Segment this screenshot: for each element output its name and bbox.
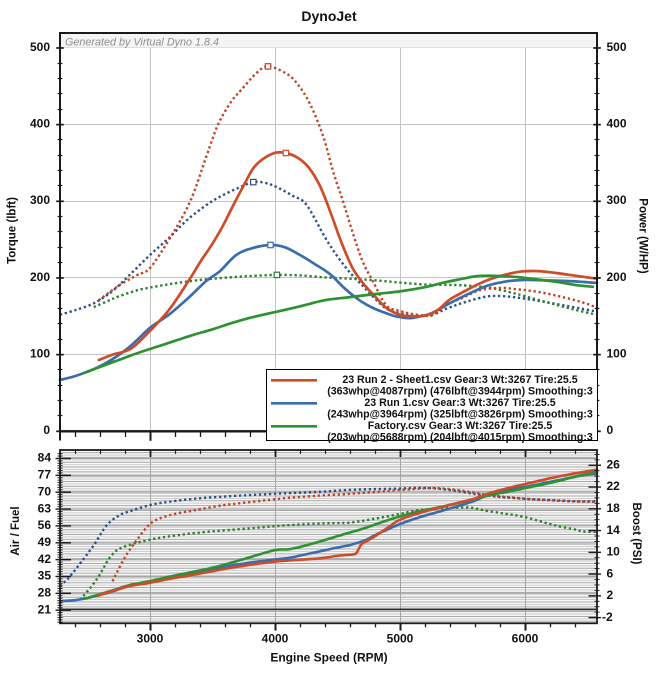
svg-text:18: 18 <box>607 501 621 515</box>
svg-text:400: 400 <box>607 117 627 131</box>
svg-text:(363whp@4087rpm) (476lbft@3944: (363whp@4087rpm) (476lbft@3944rpm) Smoot… <box>327 386 593 398</box>
svg-text:42: 42 <box>38 552 52 566</box>
svg-text:0: 0 <box>607 423 614 437</box>
svg-text:Power (W/HP): Power (W/HP) <box>637 198 649 274</box>
svg-text:100: 100 <box>30 347 50 361</box>
svg-text:400: 400 <box>30 117 50 131</box>
svg-text:28: 28 <box>38 586 52 600</box>
svg-text:200: 200 <box>607 270 627 284</box>
svg-text:26: 26 <box>607 458 621 472</box>
svg-text:22: 22 <box>607 479 621 493</box>
svg-text:56: 56 <box>38 518 52 532</box>
svg-text:49: 49 <box>38 535 52 549</box>
svg-text:14: 14 <box>607 523 621 537</box>
svg-text:3000: 3000 <box>137 632 164 646</box>
svg-text:84: 84 <box>38 451 52 465</box>
svg-text:Air / Fuel: Air / Fuel <box>10 506 22 555</box>
svg-text:4000: 4000 <box>262 632 289 646</box>
svg-text:5000: 5000 <box>387 632 414 646</box>
svg-text:500: 500 <box>607 40 627 54</box>
svg-text:Torque (lbft): Torque (lbft) <box>7 197 19 264</box>
svg-text:300: 300 <box>607 193 627 207</box>
svg-text:Generated by Virtual Dyno 1.8.: Generated by Virtual Dyno 1.8.4 <box>65 37 219 49</box>
svg-text:(203whp@5688rpm) (204lbft@4015: (203whp@5688rpm) (204lbft@4015rpm) Smoot… <box>327 432 593 444</box>
svg-text:0: 0 <box>43 423 50 437</box>
svg-text:6000: 6000 <box>512 632 539 646</box>
svg-text:70: 70 <box>38 484 52 498</box>
svg-text:21: 21 <box>38 602 52 616</box>
svg-text:77: 77 <box>38 468 52 482</box>
svg-text:200: 200 <box>30 270 50 284</box>
svg-text:Boost (PSI): Boost (PSI) <box>630 503 642 565</box>
svg-text:2: 2 <box>607 588 614 602</box>
svg-text:35: 35 <box>38 569 52 583</box>
svg-text:23 Run 2 - Sheet1.csv Gear:3 W: 23 Run 2 - Sheet1.csv Gear:3 Wt:3267 Tir… <box>342 374 577 386</box>
svg-text:500: 500 <box>30 40 50 54</box>
svg-text:(243whp@3964rpm) (325lbft@3826: (243whp@3964rpm) (325lbft@3826rpm) Smoot… <box>327 409 593 421</box>
svg-text:100: 100 <box>607 347 627 361</box>
svg-text:-2: -2 <box>602 610 613 624</box>
svg-text:23 Run 1.csv Gear:3 Wt:3267 Ti: 23 Run 1.csv Gear:3 Wt:3267 Tire:25.5 <box>364 397 555 409</box>
svg-text:300: 300 <box>30 193 50 207</box>
svg-text:10: 10 <box>607 545 621 559</box>
svg-text:DynoJet: DynoJet <box>301 8 357 24</box>
svg-text:6: 6 <box>607 566 614 580</box>
svg-text:63: 63 <box>38 501 52 515</box>
svg-text:Engine Speed (RPM): Engine Speed (RPM) <box>270 651 387 665</box>
svg-text:Factory.csv Gear:3 Wt:3267 Tir: Factory.csv Gear:3 Wt:3267 Tire:25.5 <box>368 420 553 432</box>
